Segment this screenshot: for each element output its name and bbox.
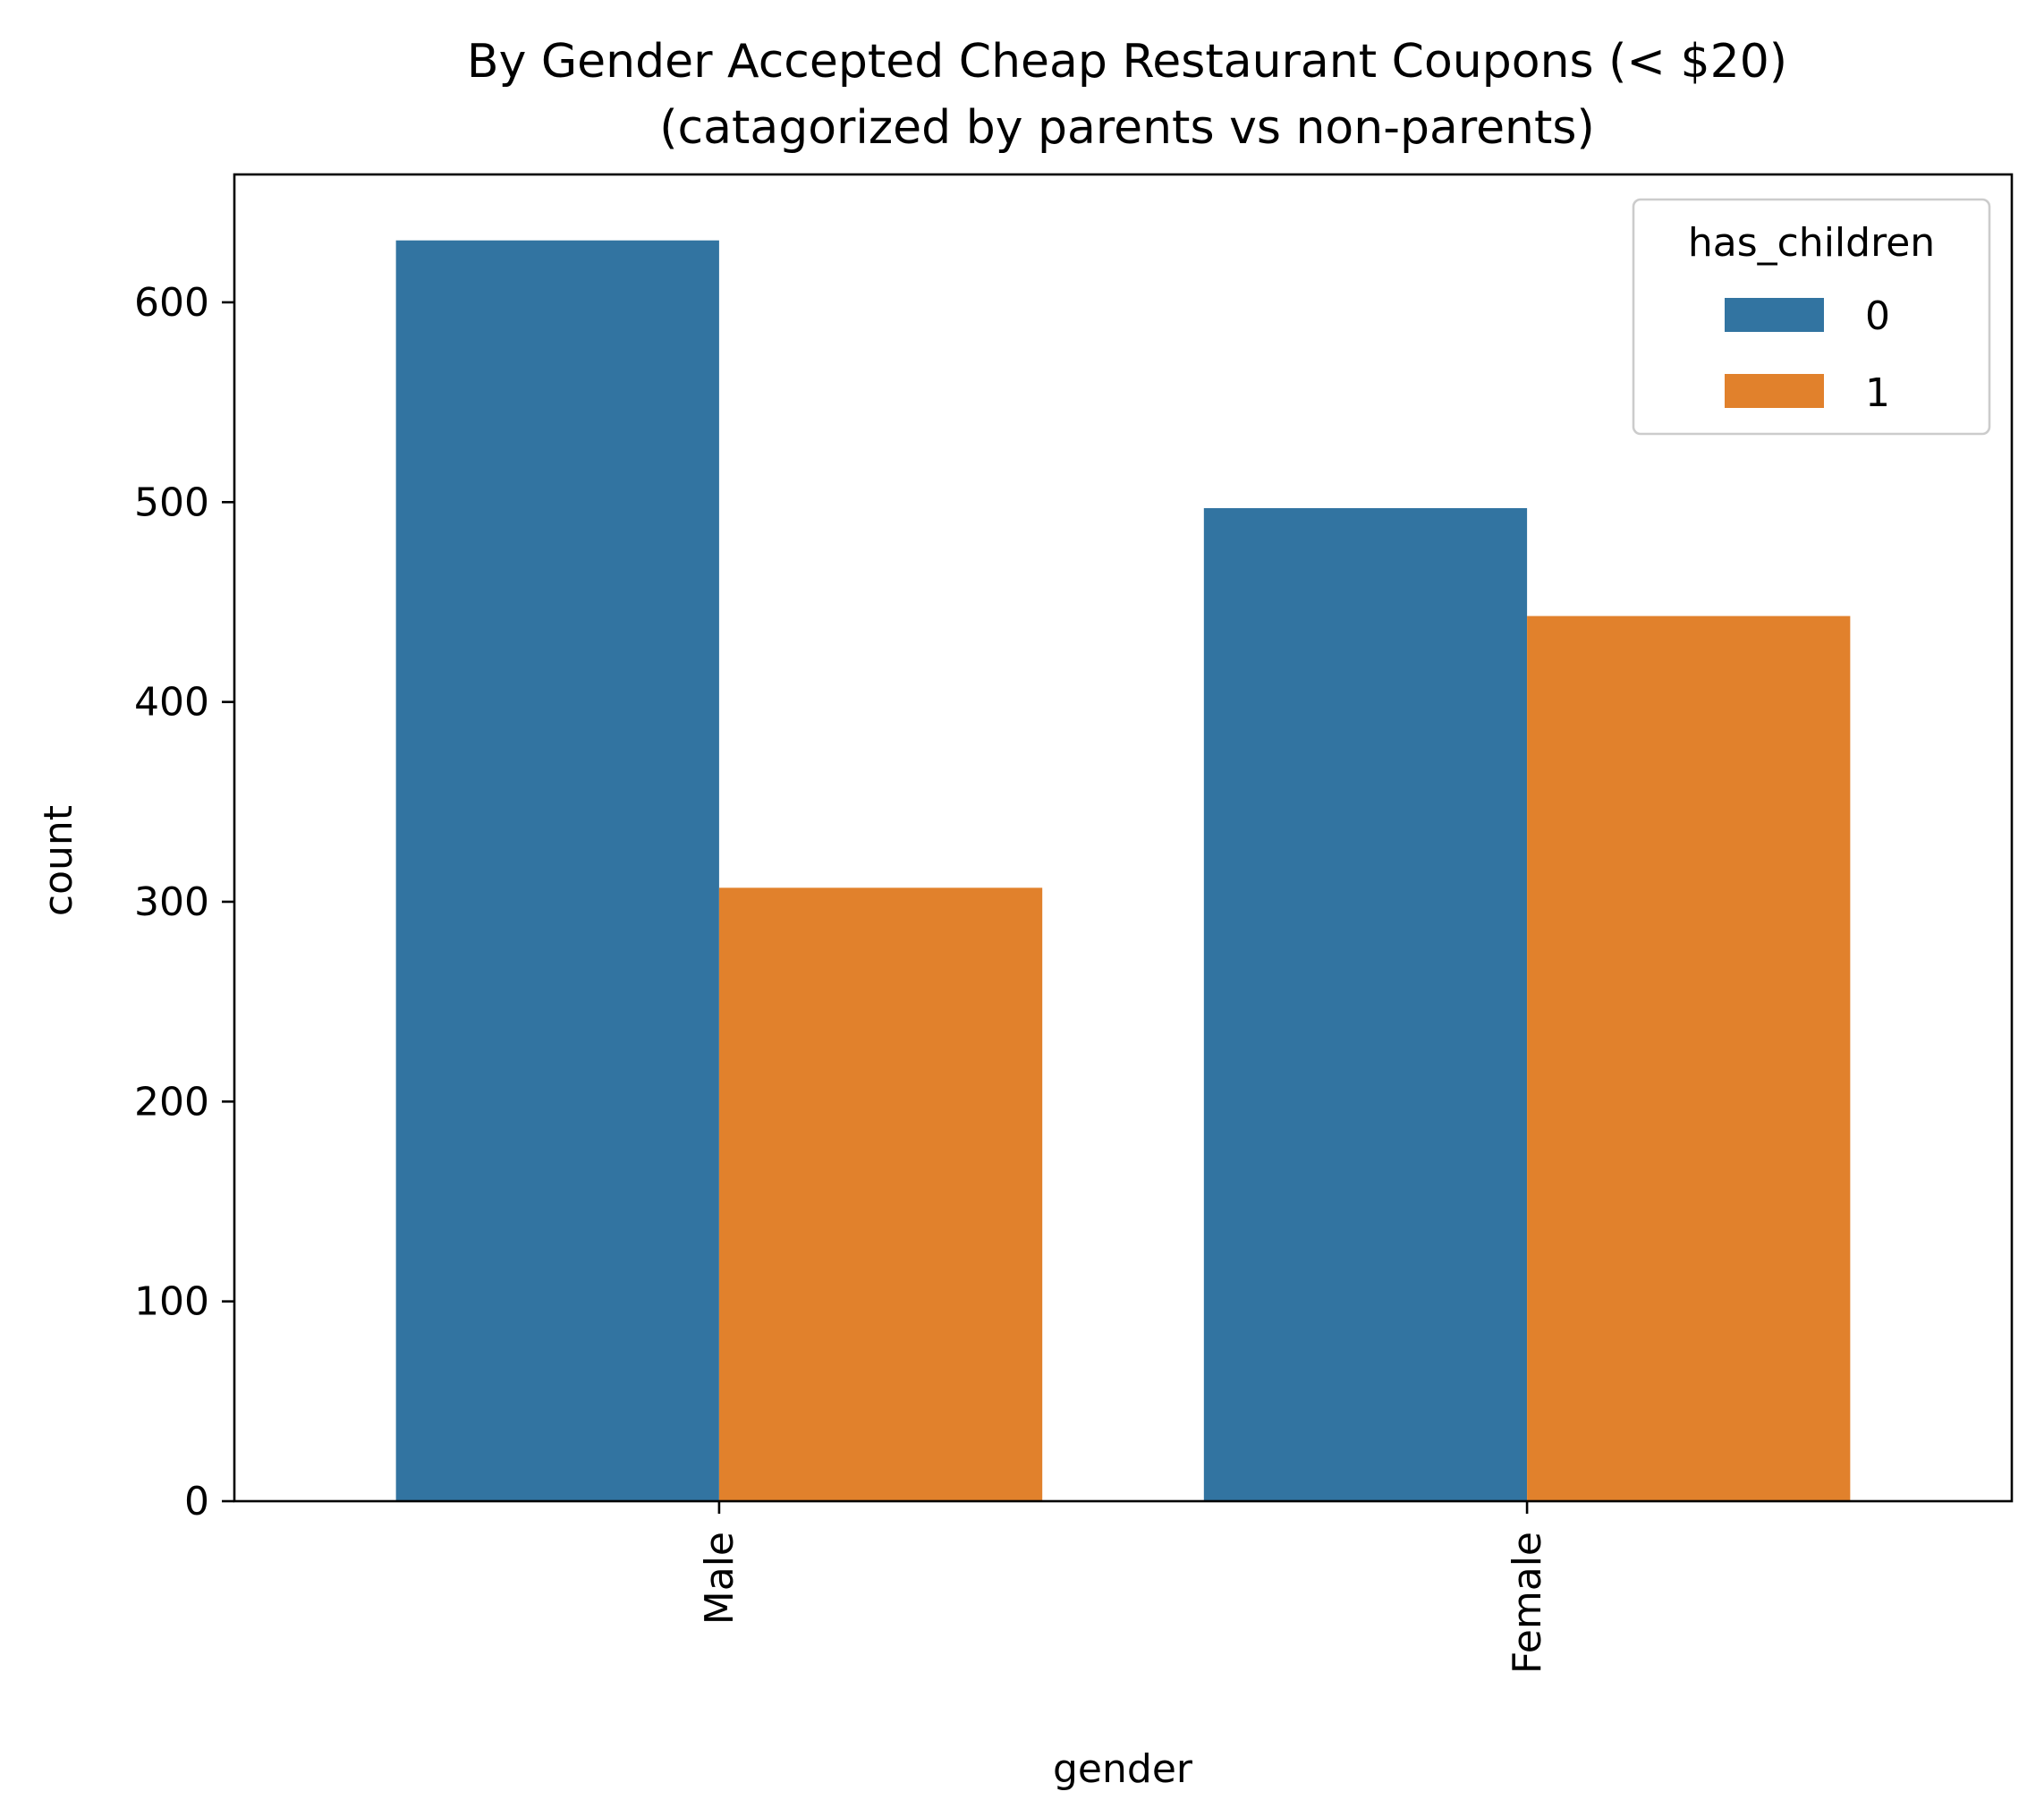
- y-axis-label: count: [36, 805, 81, 916]
- legend: has_children 0 1: [1632, 198, 1991, 436]
- x-tick-label-male: Male: [697, 1532, 742, 1625]
- y-axis: 0 100 200 300 400 500 600: [134, 280, 234, 1524]
- legend-title: has_children: [1688, 220, 1935, 266]
- bars: [395, 240, 1851, 1502]
- legend-label-0: 0: [1865, 293, 1890, 339]
- legend-swatch-0: [1725, 298, 1824, 332]
- y-tick-label: 600: [134, 280, 209, 326]
- y-tick-label: 300: [134, 879, 209, 925]
- x-axis-label: gender: [1053, 1746, 1193, 1792]
- chart-title: By Gender Accepted Cheap Restaurant Coup…: [467, 35, 1787, 89]
- legend-label-1: 1: [1865, 370, 1890, 416]
- y-tick-label: 500: [134, 480, 209, 525]
- x-tick-label-female: Female: [1505, 1532, 1550, 1674]
- bar-male-1: [718, 887, 1043, 1501]
- chart-subtitle: (catagorized by parents vs non-parents): [659, 101, 1595, 155]
- legend-swatch-1: [1725, 374, 1824, 408]
- y-tick-label: 400: [134, 680, 209, 726]
- bar-male-0: [395, 240, 719, 1501]
- bar-female-0: [1203, 507, 1528, 1502]
- y-tick-label: 0: [184, 1479, 209, 1524]
- x-axis: Male Female: [697, 1501, 1550, 1674]
- y-tick-label: 100: [134, 1279, 209, 1325]
- y-tick-label: 200: [134, 1079, 209, 1125]
- plot-frame: [233, 173, 2014, 1503]
- bar-female-1: [1527, 616, 1851, 1501]
